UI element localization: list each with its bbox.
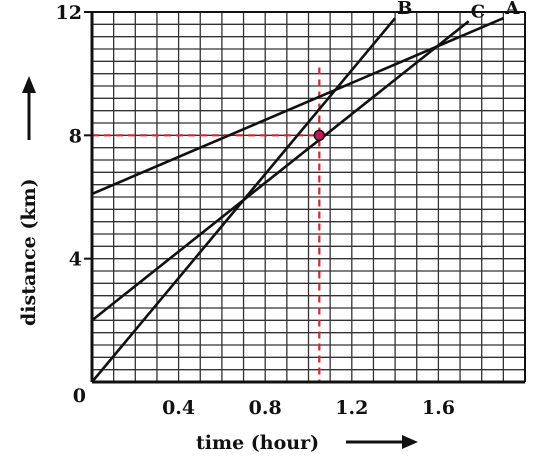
y-tick-label: 8 [69,125,82,147]
x-tick-label: 0.4 [162,397,195,419]
x-axis-title: time (hour) [196,432,319,454]
y-tick-label: 0 [73,385,86,407]
grid [91,11,526,383]
highlight-point [313,129,326,142]
series-line-C [91,20,470,322]
reference-lines [92,67,321,382]
x-tick-label: 1.6 [422,397,455,419]
y-tick-label: 12 [56,2,82,24]
series-label-C: C [471,1,485,22]
series-label-B: B [397,0,412,19]
y-axis-title: distance (km) [18,178,40,326]
x-tick-label: 0.8 [249,397,282,419]
series-line-A [91,16,504,196]
x-tick-label: 1.2 [335,397,368,419]
y-tick-label: 4 [69,249,82,271]
x-axis-arrow [346,435,418,449]
y-axis-arrow [22,76,36,140]
series-lines [91,16,504,383]
axes [90,11,526,384]
series-labels: A B C [397,0,520,22]
tick-labels: 0.4 0.8 1.2 1.6 0 4 8 12 [56,2,455,419]
series-label-A: A [504,0,520,19]
